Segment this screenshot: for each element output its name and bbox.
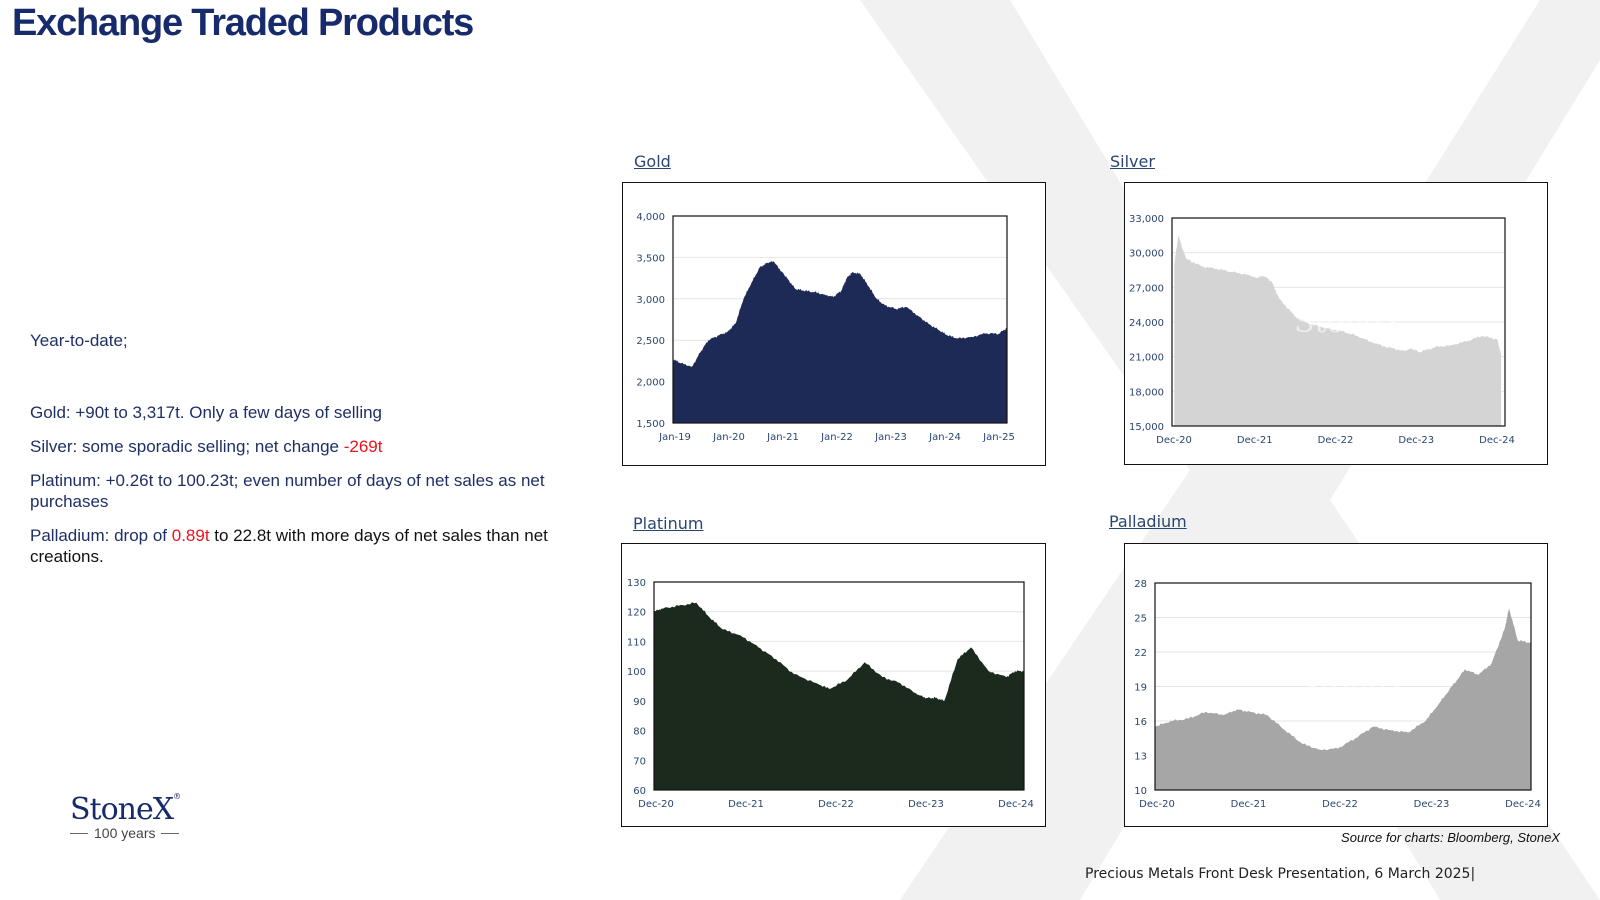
palladium-y-tick-label: 16 bbox=[1134, 717, 1147, 728]
silver-y-tick-label: 24,000 bbox=[1129, 318, 1164, 329]
gold-area-series bbox=[673, 261, 1007, 423]
gold-x-tick-label: Jan-23 bbox=[874, 432, 907, 443]
platinum-chart-title: Platinum bbox=[633, 514, 704, 533]
platinum-x-tick-label: Dec-20 bbox=[638, 799, 674, 810]
logo-text: StoneX bbox=[70, 792, 174, 827]
bullet-palladium-value: 0.89t bbox=[171, 526, 210, 545]
gold-y-tick-label: 3,000 bbox=[636, 295, 665, 306]
silver-y-tick-label: 30,000 bbox=[1129, 249, 1164, 260]
gold-x-tick-label: Jan-21 bbox=[766, 432, 799, 443]
bullet-intro: Year-to-date; bbox=[30, 331, 128, 350]
silver-y-tick-label: 21,000 bbox=[1129, 353, 1164, 364]
gold-x-tick-label: Jan-19 bbox=[658, 432, 691, 443]
palladium-x-tick-label: Dec-22 bbox=[1322, 799, 1358, 810]
platinum-chart: 60 70 80 90 100 110 120 130 Dec-20 Dec-21 Dec-22 De… bbox=[627, 578, 1034, 810]
silver-x-tick-label: Dec-22 bbox=[1318, 435, 1354, 446]
commentary: Year-to-date; Gold: +90t to 3,317t. Only… bbox=[30, 330, 570, 580]
bullet-silver-text: Silver: some sporadic selling; net chang… bbox=[30, 437, 344, 456]
palladium-y-tick-label: 10 bbox=[1134, 786, 1147, 797]
silver-x-tick-label: Dec-21 bbox=[1237, 435, 1273, 446]
silver-chart-frame: StoneX 15,000 18,000 21,000 24,000 27,000 30,0… bbox=[1124, 182, 1548, 465]
bullet-silver: Silver: some sporadic selling; net chang… bbox=[30, 436, 570, 457]
logo-subtitle: 100 years bbox=[70, 825, 200, 841]
silver-chart-title: Silver bbox=[1110, 152, 1155, 171]
chart-source-note: Source for charts: Bloomberg, StoneX bbox=[1341, 830, 1560, 845]
palladium-y-tick-label: 13 bbox=[1134, 752, 1147, 763]
palladium-y-tick-label: 19 bbox=[1134, 683, 1147, 694]
platinum-y-tick-label: 110 bbox=[627, 637, 646, 648]
platinum-x-tick-label: Dec-24 bbox=[998, 799, 1034, 810]
silver-y-tick-label: 15,000 bbox=[1129, 422, 1164, 433]
platinum-y-tick-label: 80 bbox=[633, 727, 646, 738]
platinum-y-tick-label: 120 bbox=[627, 608, 646, 619]
bullet-gold: Gold: +90t to 3,317t. Only a few days of… bbox=[30, 403, 383, 422]
gold-y-tick-label: 4,000 bbox=[636, 212, 665, 223]
platinum-y-tick-label: 130 bbox=[627, 578, 646, 589]
palladium-plot-area bbox=[1154, 582, 1532, 791]
gold-y-tick-label: 1,500 bbox=[636, 419, 665, 430]
palladium-watermark: StoneX bbox=[1298, 670, 1408, 705]
gold-x-tick-label: Jan-25 bbox=[982, 432, 1015, 443]
gold-chart-frame: 1,500 2,000 2,500 3,000 3,500 4,000 Jan-19 Jan-… bbox=[622, 182, 1046, 466]
gold-y-tick-label: 3,500 bbox=[636, 253, 665, 264]
gold-x-tick-label: Jan-22 bbox=[820, 432, 853, 443]
palladium-x-tick-label: Dec-24 bbox=[1505, 799, 1541, 810]
platinum-x-tick-label: Dec-21 bbox=[728, 799, 764, 810]
palladium-y-tick-label: 25 bbox=[1134, 614, 1147, 625]
silver-y-tick-label: 27,000 bbox=[1129, 283, 1164, 294]
silver-x-tick-label: Dec-20 bbox=[1156, 435, 1192, 446]
palladium-y-tick-label: 22 bbox=[1134, 648, 1147, 659]
bullet-palladium-text-end: to 22.8t with more days of net sales tha… bbox=[30, 526, 548, 566]
palladium-area-series bbox=[1155, 608, 1531, 790]
palladium-chart-frame: StoneX 10 13 16 19 22 25 28 Dec-20 Dec-21 Dec-22 De… bbox=[1124, 543, 1548, 827]
gold-chart: 1,500 2,000 2,500 3,000 3,500 4,000 Jan-19 Jan-… bbox=[636, 212, 1015, 443]
gold-plot-area bbox=[672, 215, 1008, 424]
gold-chart-title: Gold bbox=[634, 152, 671, 171]
platinum-x-tick-label: Dec-23 bbox=[908, 799, 944, 810]
silver-chart: StoneX 15,000 18,000 21,000 24,000 27,000 30,0… bbox=[1129, 214, 1515, 446]
platinum-y-tick-label: 70 bbox=[633, 756, 646, 767]
logo-wordmark: StoneX® bbox=[70, 792, 200, 827]
platinum-area-series bbox=[654, 602, 1024, 790]
palladium-chart-title: Palladium bbox=[1109, 512, 1187, 531]
gold-y-tick-label: 2,500 bbox=[636, 336, 665, 347]
gold-y-tick-label: 2,000 bbox=[636, 378, 665, 389]
silver-area-series bbox=[1174, 235, 1502, 426]
silver-x-tick-label: Dec-24 bbox=[1479, 435, 1515, 446]
page-title: Exchange Traded Products bbox=[12, 2, 474, 44]
gold-x-tick-label: Jan-20 bbox=[712, 432, 745, 443]
bullet-silver-value: -269t bbox=[343, 437, 383, 456]
silver-watermark: StoneX bbox=[1294, 305, 1404, 340]
platinum-plot-area bbox=[653, 581, 1025, 791]
palladium-x-tick-label: Dec-20 bbox=[1139, 799, 1175, 810]
palladium-y-tick-label: 28 bbox=[1134, 579, 1147, 590]
silver-y-tick-label: 33,000 bbox=[1129, 214, 1164, 225]
platinum-y-tick-label: 90 bbox=[633, 697, 646, 708]
bullet-palladium: Palladium: drop of 0.89t to 22.8t with m… bbox=[30, 525, 570, 567]
palladium-x-tick-label: Dec-23 bbox=[1414, 799, 1450, 810]
footer-text: Precious Metals Front Desk Presentation,… bbox=[1085, 866, 1476, 882]
platinum-chart-frame: 60 70 80 90 100 110 120 130 Dec-20 Dec-21 Dec-22 De… bbox=[621, 543, 1046, 827]
logo-subtitle-text: 100 years bbox=[94, 825, 156, 841]
stonex-logo: StoneX® 100 years bbox=[70, 792, 200, 841]
gold-x-tick-label: Jan-24 bbox=[928, 432, 961, 443]
bullet-platinum: Platinum: +0.26t to 100.23t; even number… bbox=[30, 471, 545, 511]
platinum-y-tick-label: 60 bbox=[633, 786, 646, 797]
silver-y-tick-label: 18,000 bbox=[1129, 387, 1164, 398]
platinum-y-tick-label: 100 bbox=[627, 667, 646, 678]
silver-x-tick-label: Dec-23 bbox=[1398, 435, 1434, 446]
palladium-x-tick-label: Dec-21 bbox=[1231, 799, 1267, 810]
logo-registered-mark: ® bbox=[173, 792, 181, 801]
palladium-chart: StoneX 10 13 16 19 22 25 28 Dec-20 Dec-21 Dec-22 De… bbox=[1134, 579, 1541, 810]
bullet-palladium-text: Palladium: drop of bbox=[30, 526, 172, 545]
platinum-x-tick-label: Dec-22 bbox=[818, 799, 854, 810]
silver-plot-area bbox=[1171, 217, 1506, 427]
